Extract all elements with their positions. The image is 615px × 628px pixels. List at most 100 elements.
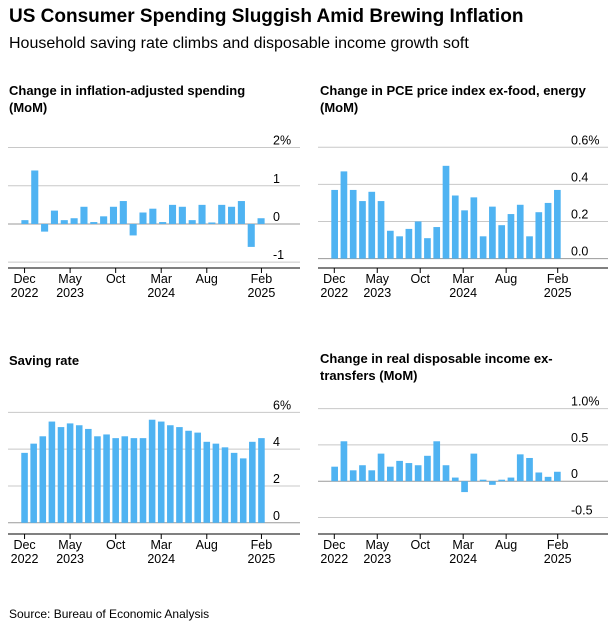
bar (80, 206, 88, 224)
y-tick-label: 0.6% (571, 133, 600, 147)
bar (489, 206, 496, 259)
x-tick-label: Aug (196, 272, 218, 286)
bar (516, 454, 524, 482)
bar (433, 227, 441, 259)
bar (31, 170, 39, 224)
bar (66, 423, 74, 523)
x-tick-label: Oct (410, 538, 430, 552)
x-tick-label: 2024 (147, 552, 175, 566)
x-tick-label: Aug (495, 538, 517, 552)
x-tick-label: Feb (251, 272, 273, 286)
bar (258, 438, 265, 523)
y-tick-label: 0 (273, 509, 280, 523)
bar (340, 441, 348, 482)
bar (130, 438, 138, 523)
x-tick-label: 2023 (56, 552, 84, 566)
x-tick-label: 2023 (363, 286, 391, 300)
y-tick-label: 0.2 (571, 207, 588, 221)
bar (368, 191, 376, 259)
panel-title-spending: Change in inflation-adjusted spending (M… (9, 83, 246, 115)
bar (112, 438, 119, 523)
bar (516, 204, 524, 259)
bar (396, 236, 403, 259)
x-tick-label: 2022 (11, 552, 39, 566)
bar (208, 222, 216, 224)
bar (176, 427, 183, 523)
bar (544, 476, 552, 482)
bar (100, 216, 108, 224)
x-tick-label: May (365, 538, 389, 552)
bar (90, 222, 98, 224)
y-tick-label: 6% (273, 398, 291, 412)
bar (424, 455, 431, 482)
y-tick-label: 2 (273, 472, 280, 486)
bar (479, 479, 487, 482)
bar (239, 458, 247, 523)
bar (203, 441, 211, 523)
bar (461, 481, 468, 493)
bar (424, 238, 431, 259)
bar (21, 220, 29, 224)
bar (198, 204, 206, 224)
x-tick-label: 2024 (147, 286, 175, 300)
bar (498, 479, 506, 482)
bar (340, 171, 348, 259)
y-tick-label: -1 (273, 248, 284, 262)
bar (257, 218, 265, 224)
bar (377, 453, 385, 482)
x-tick-label: Dec (323, 538, 345, 552)
bar (148, 419, 156, 523)
y-tick-label: 2% (273, 134, 291, 148)
bar (48, 421, 56, 523)
bar (249, 441, 256, 523)
bar (470, 453, 478, 482)
bar (121, 436, 129, 523)
bar (157, 421, 165, 523)
chart-title: US Consumer Spending Sluggish Amid Brewi… (9, 6, 524, 27)
x-tick-label: Feb (251, 538, 273, 552)
bar (218, 204, 226, 224)
bar (479, 236, 487, 259)
bar (554, 189, 561, 259)
y-tick-label: 1.0% (571, 395, 600, 409)
bar (228, 206, 236, 224)
x-tick-label: Feb (547, 272, 569, 286)
bar (414, 465, 422, 482)
x-tick-label: May (365, 272, 389, 286)
bar (39, 436, 47, 523)
bar (75, 425, 83, 523)
bar (554, 471, 561, 482)
bar (461, 210, 468, 259)
bar (57, 427, 65, 523)
x-tick-label: Dec (13, 538, 35, 552)
bar (168, 204, 177, 224)
bar (331, 466, 338, 482)
bar (349, 470, 357, 482)
x-tick-label: 2023 (363, 552, 391, 566)
bar (188, 220, 196, 224)
bar (442, 465, 450, 482)
panel-title-pce: Change in PCE price index ex-food, energ… (320, 83, 586, 115)
bar (507, 477, 515, 482)
bar (526, 236, 533, 259)
bar (331, 189, 338, 259)
bar (221, 447, 229, 523)
x-tick-label: 2024 (449, 552, 477, 566)
x-tick-label: 2023 (56, 286, 84, 300)
x-tick-label: May (58, 538, 82, 552)
bar (139, 212, 147, 224)
bar (139, 438, 147, 523)
bar (359, 465, 366, 482)
bar (349, 189, 357, 259)
y-tick-label: 0 (273, 210, 280, 224)
bar (185, 430, 192, 523)
bar (526, 457, 533, 482)
x-tick-label: Oct (106, 538, 126, 552)
x-tick-label: May (58, 272, 82, 286)
panel-title-saving-rate: Saving rate (9, 353, 80, 368)
panel-title-disposable-income: Change in real disposable income ex-tran… (320, 351, 553, 383)
y-tick-label: -0.5 (571, 503, 593, 517)
bar (405, 463, 413, 482)
bar (41, 223, 49, 232)
